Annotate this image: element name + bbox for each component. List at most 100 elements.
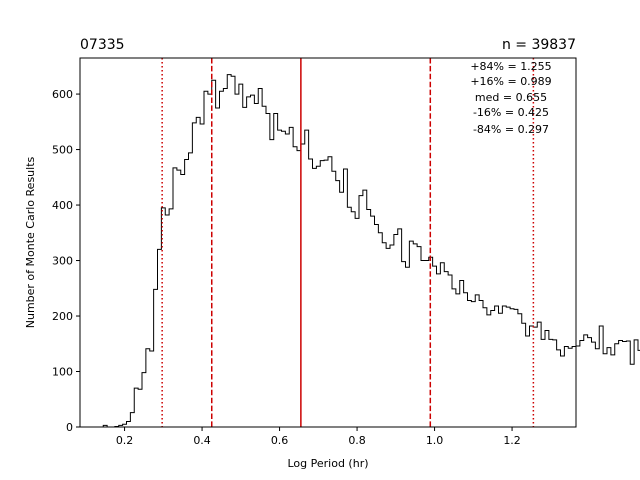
stats-annotation: +84% = 1.255 +16% = 0.989 med = 0.655 -1… [470,60,551,136]
histogram-bar [552,339,557,427]
stat-line-2: +16% = 0.989 [470,75,551,88]
histogram-bar [634,339,638,427]
histogram-bar [587,337,592,427]
histogram-bar [254,103,259,427]
histogram-bar [401,261,406,427]
histogram-bar [506,307,511,427]
histogram-bar [250,95,255,428]
histogram-bar [126,421,131,427]
histogram-bar [479,300,483,427]
histogram-bar [258,88,263,427]
histogram-bar [517,313,522,427]
histogram-bar [370,216,375,427]
histogram-bar [409,241,414,427]
histogram-bar [548,339,553,427]
histogram-bar [289,127,294,427]
histogram-bar [169,208,173,427]
histogram-bar [215,107,220,427]
x-tick-label: 0.8 [348,434,366,447]
histogram-bar [397,228,402,427]
histogram-bar [444,271,449,427]
histogram-bar [560,355,565,427]
histogram-bar [603,353,607,427]
histogram-bar [432,266,437,427]
histogram-bar [324,160,328,427]
plot-frame [79,57,577,428]
histogram-bar [320,160,325,428]
histogram-bar [382,242,387,427]
x-axis-label: Log Period (hr) [287,457,368,470]
histogram-bar [467,300,472,427]
histogram-bar [219,91,224,427]
histogram-bar [568,348,573,427]
y-tick-label: 100 [52,366,73,379]
histogram-bar [421,260,425,427]
histogram-bar [184,159,189,427]
histogram-bar [273,113,278,428]
histogram-bar [583,334,588,427]
histogram-bar [347,207,352,427]
histogram-bar [335,180,340,427]
histogram-bar [378,232,383,427]
histogram-bar [541,339,545,427]
histogram-bar [138,389,142,427]
y-axis-label: Number of Monte Carlo Results [24,156,37,328]
histogram-bar [576,345,580,427]
histogram-bar [180,174,185,427]
histogram-bar [413,243,418,427]
histogram-bar [153,289,158,427]
chart-title-left: 07335 [80,37,125,53]
histogram-bar [277,130,282,427]
histogram-bar [328,156,332,427]
histogram-bar [618,340,623,427]
histogram-bar [533,327,538,427]
histogram-bar [579,340,584,427]
y-tick-label: 500 [52,144,73,157]
histogram-bar [366,209,371,427]
histogram-bar [405,267,410,427]
y-tick-label: 0 [66,421,73,434]
histogram-bar [355,218,359,427]
histogram-bar [486,314,491,427]
histogram-bar [638,350,640,427]
chart-title-right: n = 39837 [502,37,576,53]
y-tick-label: 300 [52,255,73,268]
stat-line-4: -16% = 0.425 [473,106,549,119]
histogram-bar [227,74,232,428]
histogram-bar [436,273,441,427]
histogram-bar [386,248,390,427]
histogram-bar [459,280,464,427]
histogram-bar [498,313,503,427]
histogram-bar [622,341,627,427]
histogram-bar [142,372,146,427]
histogram-bar [161,207,166,427]
histogram-bar [211,80,216,427]
histogram-bar [607,347,611,427]
histogram-bar [626,340,631,427]
histogram-bar [483,307,487,427]
histogram-bar [297,150,301,427]
x-tick-label: 0.6 [271,434,289,447]
histogram-outline [102,74,640,428]
histogram-bar [192,122,197,427]
histogram-bar [595,348,600,427]
histogram-bar [393,234,398,427]
histogram-bar [525,335,530,427]
histogram-bar [514,309,518,427]
histogram-bar [599,326,604,427]
histogram-bar [304,130,309,427]
histogram-bar [134,388,139,427]
stat-line-5: -84% = 0.297 [473,123,549,136]
histogram-bar [614,343,619,427]
histogram-bar [630,364,635,427]
histogram-bar [223,88,228,427]
histogram-bar [235,94,239,427]
histogram-bar [188,152,193,427]
histogram-bar [293,146,297,427]
histogram-bar [537,322,542,427]
histogram-bar [165,215,170,427]
histogram-bar [440,262,445,427]
y-tick-label: 600 [52,88,73,101]
stat-line-3: med = 0.655 [475,91,547,104]
